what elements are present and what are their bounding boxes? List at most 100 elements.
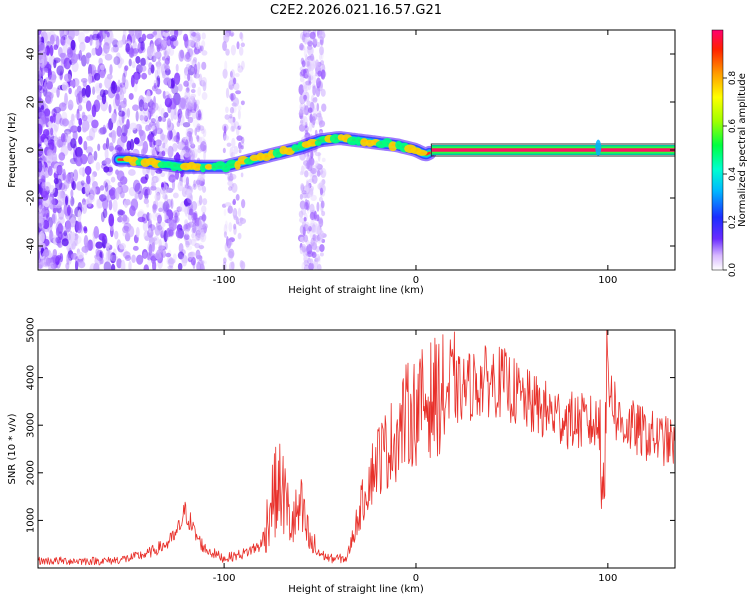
noise-speckle bbox=[130, 198, 139, 211]
noise-speckle bbox=[166, 124, 172, 131]
noise-speckle bbox=[47, 152, 54, 160]
noise-speckle bbox=[43, 138, 48, 146]
noise-speckle bbox=[109, 64, 113, 75]
snr-y-tick-label: 3000 bbox=[26, 412, 37, 437]
noise-speckle bbox=[226, 238, 232, 249]
noise-speckle bbox=[203, 150, 206, 161]
ridge-blob bbox=[291, 144, 299, 152]
noise-speckle bbox=[117, 40, 124, 48]
noise-speckle bbox=[56, 226, 60, 236]
noise-speckle bbox=[190, 201, 198, 211]
noise-speckle bbox=[167, 219, 171, 224]
noise-speckle bbox=[316, 169, 321, 177]
noise-speckle bbox=[299, 225, 304, 234]
noise-speckle bbox=[319, 123, 323, 128]
noise-speckle bbox=[67, 99, 74, 111]
noise-speckle bbox=[182, 122, 191, 128]
noise-speckle bbox=[95, 241, 103, 249]
noise-speckle bbox=[65, 219, 72, 233]
noise-speckle bbox=[128, 225, 135, 238]
noise-speckle bbox=[195, 99, 200, 106]
spectrogram-axes: -100 0 100 -40 -20 0 20 40 bbox=[26, 30, 675, 286]
spectrogram-y-tick-label: -40 bbox=[26, 238, 37, 254]
noise-speckle bbox=[86, 114, 94, 123]
noise-speckle bbox=[46, 212, 50, 223]
noise-speckle bbox=[101, 236, 106, 249]
noise-speckle bbox=[157, 117, 165, 123]
noise-speckle bbox=[192, 56, 198, 64]
noise-speckle bbox=[315, 77, 321, 89]
noise-speckle bbox=[92, 86, 96, 95]
noise-speckle bbox=[118, 242, 126, 250]
noise-speckle bbox=[186, 150, 193, 158]
noise-speckle bbox=[140, 41, 145, 51]
noise-speckle bbox=[223, 223, 228, 235]
noise-speckle bbox=[166, 257, 170, 265]
noise-speckle bbox=[122, 230, 127, 237]
noise-speckle bbox=[89, 263, 97, 270]
noise-speckle bbox=[73, 30, 80, 37]
noise-speckle bbox=[320, 88, 326, 97]
noise-speckle bbox=[128, 169, 136, 176]
noise-speckle bbox=[44, 77, 51, 84]
noise-speckle bbox=[167, 265, 174, 270]
noise-speckle bbox=[165, 185, 169, 194]
noise-speckle bbox=[183, 53, 192, 62]
noise-speckle bbox=[57, 216, 65, 225]
noise-speckle bbox=[165, 252, 172, 258]
noise-speckle bbox=[314, 160, 319, 167]
noise-speckle bbox=[38, 35, 42, 46]
noise-speckle bbox=[165, 91, 170, 98]
noise-speckle bbox=[202, 198, 208, 206]
noise-speckle bbox=[317, 151, 321, 162]
noise-speckle bbox=[103, 261, 112, 270]
noise-speckle bbox=[155, 139, 162, 147]
noise-speckle bbox=[116, 137, 125, 149]
noise-speckle bbox=[58, 208, 65, 220]
noise-speckle bbox=[50, 127, 54, 136]
noise-speckle bbox=[38, 204, 45, 217]
noise-speckle bbox=[223, 125, 227, 134]
noise-speckle bbox=[177, 83, 183, 92]
noise-speckle bbox=[104, 53, 113, 61]
noise-speckle bbox=[199, 136, 206, 145]
noise-speckle bbox=[119, 82, 126, 88]
noise-speckle bbox=[106, 31, 110, 38]
noise-speckle bbox=[50, 87, 58, 93]
noise-speckle bbox=[83, 226, 88, 232]
noise-speckle bbox=[177, 114, 185, 126]
noise-speckle bbox=[89, 186, 97, 196]
spectrogram-x-tick-label: -100 bbox=[213, 275, 236, 286]
noise-speckle bbox=[38, 230, 45, 244]
noise-speckle bbox=[233, 223, 237, 230]
noise-speckle bbox=[93, 226, 100, 239]
noise-speckle bbox=[240, 100, 245, 106]
noise-speckle bbox=[228, 222, 233, 232]
noise-speckle bbox=[70, 189, 74, 198]
noise-speckle bbox=[187, 190, 192, 196]
noise-speckle bbox=[187, 223, 192, 228]
noise-speckle bbox=[64, 92, 68, 106]
noise-speckle bbox=[318, 196, 324, 202]
noise-speckle bbox=[128, 58, 132, 67]
noise-speckle bbox=[161, 133, 166, 141]
noise-speckle bbox=[70, 39, 76, 51]
noise-speckle bbox=[81, 95, 89, 104]
noise-speckle bbox=[88, 73, 92, 84]
noise-speckle bbox=[301, 243, 307, 253]
noise-speckle bbox=[129, 122, 138, 131]
noise-speckle bbox=[190, 238, 197, 247]
noise-speckle bbox=[190, 60, 196, 66]
noise-speckle bbox=[162, 90, 166, 99]
noise-speckle bbox=[94, 82, 102, 94]
noise-speckle bbox=[95, 161, 101, 171]
noise-speckle bbox=[319, 45, 324, 56]
noise-speckle bbox=[311, 74, 317, 85]
noise-speckle bbox=[55, 256, 60, 266]
noise-speckle bbox=[103, 180, 108, 188]
noise-speckle bbox=[60, 35, 66, 46]
noise-speckle bbox=[63, 73, 72, 83]
snr-x-axis-label: Height of straight line (km) bbox=[288, 584, 424, 595]
noise-speckle bbox=[112, 39, 119, 48]
noise-speckle bbox=[101, 92, 107, 105]
